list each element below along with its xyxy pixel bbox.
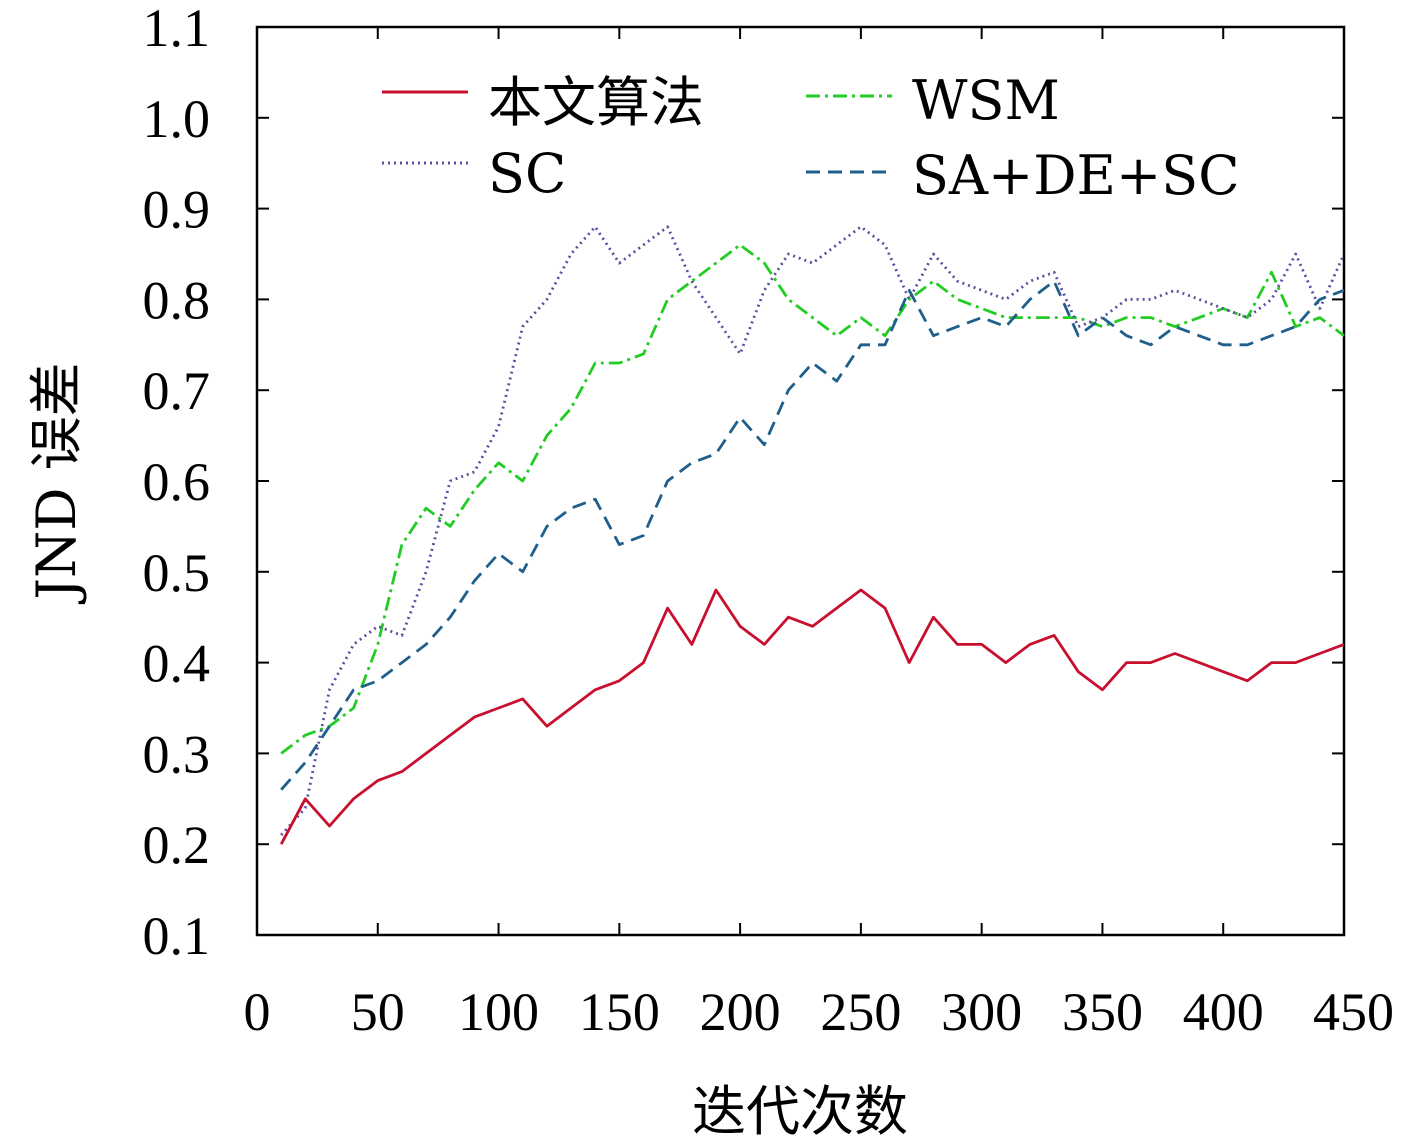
legend-label-benwen: 本文算法 <box>488 71 704 134</box>
x-tick-label: 100 <box>458 982 539 1042</box>
x-tick-label: 150 <box>579 982 660 1042</box>
legend-label-sade: SA+DE+SC <box>912 144 1240 207</box>
x-axis-title: 迭代次数 <box>692 1080 908 1143</box>
legend-label-sc: SC <box>488 142 566 205</box>
y-tick-label: 0.3 <box>143 724 211 784</box>
y-tick-label: 0.9 <box>143 180 211 240</box>
y-tick-label: 0.7 <box>143 361 211 421</box>
x-tick-label: 350 <box>1062 982 1143 1042</box>
x-tick-label: 0 <box>244 982 271 1042</box>
series-line-1 <box>280 243 1345 755</box>
y-tick-label: 0.2 <box>143 815 211 875</box>
y-tick-label: 1.1 <box>143 0 211 58</box>
x-tick-label: 200 <box>700 982 781 1042</box>
x-tick-label: 400 <box>1183 982 1264 1042</box>
y-tick-label: 0.4 <box>143 634 211 694</box>
series-line-3 <box>280 279 1345 791</box>
series-line-0 <box>279 588 1345 845</box>
x-tick-label: 300 <box>941 982 1022 1042</box>
x-tick-label: 250 <box>820 982 901 1042</box>
y-tick-label: 0.6 <box>143 452 211 512</box>
series-lines <box>279 225 1346 845</box>
legend: 本文算法 WSM SC SA+DE+SC <box>382 69 1240 207</box>
x-axis-ticks: 0 50 100 150 200 250 300 350 400 450 <box>244 27 1394 1042</box>
y-axis-ticks: 0.1 0.2 0.3 0.4 0.5 0.6 0.7 0.8 0.9 1.0 1.1 <box>143 0 1344 966</box>
y-tick-label: 1.0 <box>143 89 211 149</box>
y-tick-label: 0.8 <box>143 270 211 330</box>
y-tick-label: 0.1 <box>143 906 211 966</box>
series-line-2 <box>280 225 1346 837</box>
x-tick-label: 50 <box>351 982 405 1042</box>
x-tick-label: 450 <box>1313 982 1394 1042</box>
y-axis-title: JND 误差 <box>25 362 88 604</box>
y-tick-label: 0.5 <box>143 543 211 603</box>
legend-label-wsm: WSM <box>912 69 1060 132</box>
